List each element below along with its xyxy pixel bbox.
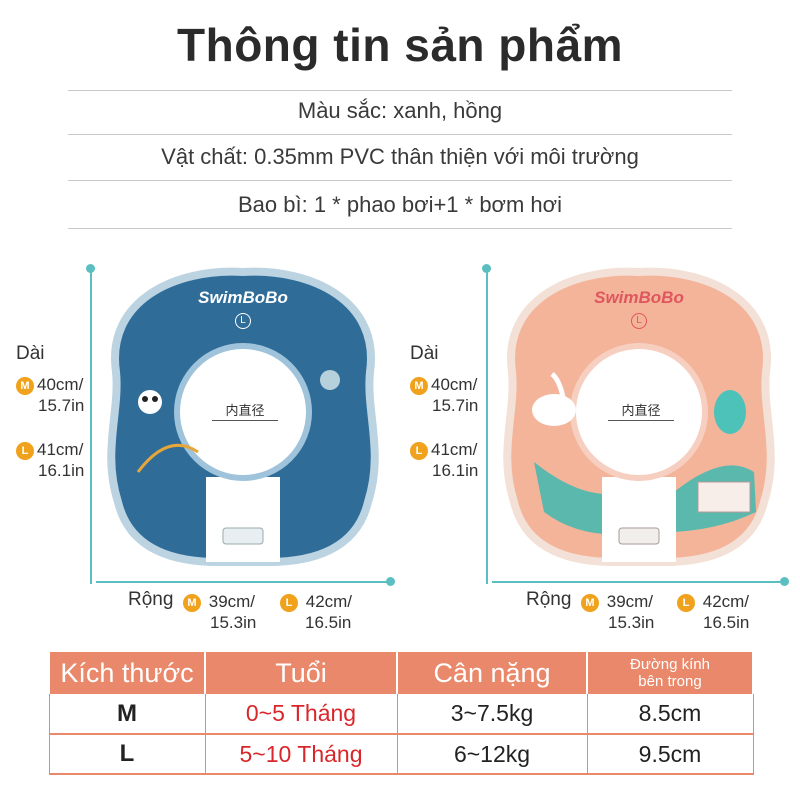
header-weight: Cân nặng bbox=[396, 652, 588, 694]
size-m-badge: M bbox=[581, 593, 599, 612]
cell-weight: 6~12kg bbox=[396, 734, 588, 775]
divider bbox=[68, 134, 732, 135]
dimension-endpoint bbox=[780, 577, 789, 586]
divider bbox=[68, 228, 732, 229]
length-m: M 40cm/ bbox=[16, 375, 83, 395]
inner-diameter-label: 内直径 bbox=[225, 403, 265, 418]
size-m-badge: M bbox=[183, 593, 201, 612]
length-l-inch: 16.1in bbox=[432, 461, 479, 480]
length-m: M 40cm/ bbox=[410, 375, 477, 395]
length-l: L 41cm/ bbox=[16, 440, 83, 460]
size-mark: L bbox=[631, 313, 647, 329]
length-label: Dài bbox=[16, 343, 45, 364]
length-m-inch: 15.7in bbox=[38, 396, 85, 415]
length-m-inch: 15.7in bbox=[432, 396, 479, 415]
table-row: M 0~5 Tháng 3~7.5kg 8.5cm bbox=[48, 694, 754, 735]
cell-size: L bbox=[48, 734, 206, 775]
width-m-inch: 15.3in bbox=[210, 613, 257, 632]
length-label: Dài bbox=[410, 343, 439, 364]
width-l-inch: 16.5in bbox=[703, 613, 750, 632]
table-row: L 5~10 Tháng 6~12kg 9.5cm bbox=[48, 734, 754, 775]
size-spec-table: Kích thước Tuổi Cân nặng Đường kính bên t… bbox=[48, 652, 754, 775]
brand-logo: SwimBoBo bbox=[198, 288, 288, 307]
dimension-endpoint bbox=[386, 577, 395, 586]
width-dimension-line bbox=[492, 581, 784, 583]
page-title: Thông tin sản phẩm bbox=[177, 19, 623, 71]
size-mark: L bbox=[235, 313, 251, 329]
cell-weight: 3~7.5kg bbox=[396, 694, 588, 735]
dimension-endpoint bbox=[482, 264, 491, 273]
divider bbox=[68, 90, 732, 91]
inner-diameter-line bbox=[212, 420, 278, 421]
divider bbox=[68, 180, 732, 181]
width-label: Rộng bbox=[526, 589, 572, 610]
swim-ring-pink-image bbox=[503, 267, 775, 566]
width-dimension-line bbox=[96, 581, 390, 583]
width-l-inch: 16.5in bbox=[305, 613, 352, 632]
header-inner-diameter: Đường kính bên trong bbox=[586, 652, 754, 694]
inner-diameter-line bbox=[608, 420, 674, 421]
header-size: Kích thước bbox=[48, 652, 206, 694]
cell-diameter: 8.5cm bbox=[586, 694, 754, 735]
width-m: M 39cm/ bbox=[581, 592, 653, 612]
width-l: L 42cm/ bbox=[677, 592, 749, 612]
header-age: Tuổi bbox=[204, 652, 398, 694]
width-label: Rộng bbox=[128, 589, 174, 610]
width-m-inch: 15.3in bbox=[608, 613, 655, 632]
dimension-endpoint bbox=[86, 264, 95, 273]
info-package: Bao bì: 1 * phao bơi+1 * bơm hơi bbox=[238, 192, 562, 217]
cell-age: 5~10 Tháng bbox=[204, 734, 398, 775]
cell-age: 0~5 Tháng bbox=[204, 694, 398, 735]
brand-logo: SwimBoBo bbox=[594, 288, 684, 307]
swim-ring-blue-image bbox=[107, 267, 379, 566]
length-dimension-line bbox=[90, 268, 92, 584]
size-l-badge: L bbox=[677, 593, 695, 612]
size-m-badge: M bbox=[16, 376, 34, 395]
cell-diameter: 9.5cm bbox=[586, 734, 754, 775]
width-l: L 42cm/ bbox=[280, 592, 352, 612]
length-l-inch: 16.1in bbox=[38, 461, 85, 480]
size-l-badge: L bbox=[16, 441, 34, 460]
table-header-row: Kích thước Tuổi Cân nặng Đường kính bên t… bbox=[48, 652, 754, 694]
info-material: Vật chất: 0.35mm PVC thân thiện với môi … bbox=[161, 144, 639, 169]
width-m: M 39cm/ bbox=[183, 592, 255, 612]
size-m-badge: M bbox=[410, 376, 428, 395]
length-l: L 41cm/ bbox=[410, 440, 477, 460]
info-color: Màu sắc: xanh, hồng bbox=[297, 98, 503, 123]
inner-diameter-label: 内直径 bbox=[621, 403, 661, 418]
size-l-badge: L bbox=[410, 441, 428, 460]
size-l-badge: L bbox=[280, 593, 298, 612]
length-dimension-line bbox=[486, 268, 488, 584]
cell-size: M bbox=[48, 694, 206, 735]
